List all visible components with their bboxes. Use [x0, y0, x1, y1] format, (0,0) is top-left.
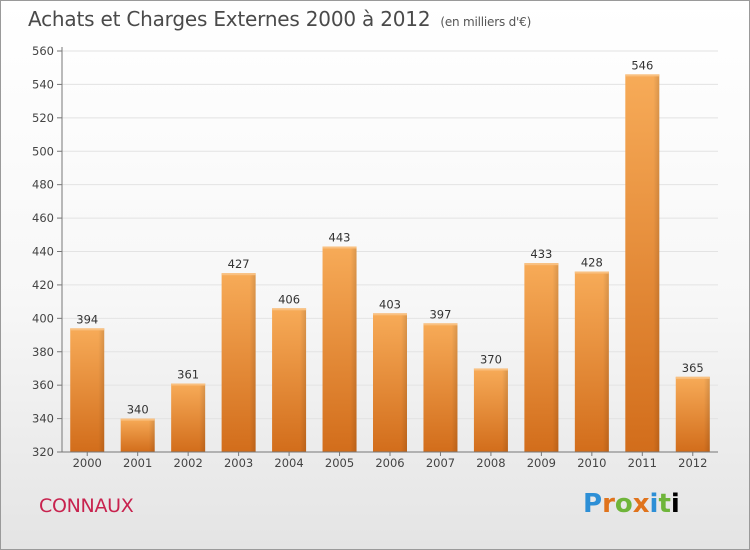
bar-value-label: 406	[278, 292, 300, 306]
y-tick-label: 520	[32, 111, 54, 125]
bar-shade	[653, 74, 660, 453]
chart-title: Achats et Charges Externes 2000 à 2012 (e…	[28, 7, 531, 31]
bar-2007	[423, 323, 458, 452]
bar-2011	[625, 74, 660, 453]
y-tick-label: 380	[32, 345, 54, 359]
bar-shade	[300, 308, 307, 452]
bar-top-highlight	[272, 308, 307, 311]
x-tick-label: 2011	[628, 456, 657, 470]
y-tick-label: 460	[32, 211, 54, 225]
bar-shade	[451, 323, 458, 452]
bar-2004	[272, 308, 307, 452]
bar-value-label: 546	[631, 58, 653, 72]
logo-letter: t	[658, 489, 671, 519]
x-tick-label: 2003	[224, 456, 253, 470]
y-tick-label: 500	[32, 144, 54, 158]
bar-value-label: 397	[429, 307, 451, 321]
y-tick-label: 340	[32, 412, 54, 426]
y-tick-label: 400	[32, 311, 54, 325]
bar-2009	[524, 263, 559, 452]
bar-shade	[350, 246, 357, 452]
x-tick-label: 2008	[476, 456, 505, 470]
x-tick-label: 2012	[678, 456, 707, 470]
bar-top-highlight	[473, 368, 508, 371]
bar-top-highlight	[373, 313, 407, 316]
bar-shade	[98, 328, 105, 452]
x-tick-label: 2000	[73, 456, 102, 470]
bar-2006	[373, 313, 407, 452]
bar-shade	[703, 376, 710, 452]
bar-value-label: 361	[177, 367, 199, 381]
logo-letter: i	[670, 489, 680, 519]
bar-top-highlight	[625, 74, 660, 77]
y-tick-label: 360	[32, 378, 54, 392]
x-tick-label: 2010	[577, 456, 606, 470]
y-tick-label: 440	[32, 245, 54, 259]
bar-top-highlight	[675, 376, 710, 379]
bar-top-highlight	[524, 263, 559, 266]
bar-shade	[249, 273, 256, 452]
y-tick-label: 420	[32, 278, 54, 292]
logo-letter: x	[632, 489, 650, 519]
x-tick-label: 2004	[274, 456, 303, 470]
bar-top-highlight	[70, 328, 105, 331]
bar-2010	[574, 271, 609, 452]
y-tick-label: 320	[32, 445, 54, 459]
bar-top-highlight	[171, 383, 206, 386]
y-tick-label: 480	[32, 178, 54, 192]
chart-title-text: Achats et Charges Externes 2000 à 2012	[28, 7, 431, 31]
bar-2002	[171, 383, 206, 452]
bar-2012	[675, 376, 710, 452]
x-tick-label: 2001	[123, 456, 152, 470]
chart-unit: (en milliers d'€)	[440, 15, 532, 29]
x-tick-label: 2007	[426, 456, 455, 470]
bar-top-highlight	[574, 271, 609, 274]
bar-value-label: 433	[530, 247, 552, 261]
y-tick-label: 540	[32, 77, 54, 91]
y-tick-label: 560	[32, 44, 54, 58]
bar-value-label: 394	[76, 312, 98, 326]
bar-shade	[199, 383, 206, 452]
x-tick-label: 2002	[174, 456, 203, 470]
x-tick-label: 2009	[527, 456, 556, 470]
bar-value-label: 443	[329, 230, 351, 244]
bar-top-highlight	[120, 418, 155, 421]
bar-2000	[70, 328, 105, 452]
bar-shade	[552, 263, 559, 452]
bar-value-label: 403	[379, 297, 401, 311]
bar-shade	[401, 313, 407, 452]
bar-value-label: 370	[480, 352, 502, 366]
proxiti-logo: Proxiti	[583, 489, 680, 519]
bar-value-label: 365	[682, 361, 704, 375]
commune-name: CONNAUX	[39, 495, 134, 517]
x-tick-label: 2005	[325, 456, 354, 470]
bar-shade	[501, 368, 508, 452]
x-tick-label: 2006	[375, 456, 404, 470]
bar-value-label: 428	[581, 256, 603, 270]
bar-value-label: 340	[127, 403, 149, 417]
logo-letter: r	[602, 489, 615, 519]
bar-top-highlight	[322, 246, 357, 249]
logo-letter: i	[649, 489, 659, 519]
logo-letter: o	[614, 489, 633, 519]
bar-2001	[120, 418, 155, 452]
bar-2008	[473, 368, 508, 452]
bar-shade	[148, 418, 155, 452]
bar-value-label: 427	[228, 257, 250, 271]
bar-shade	[602, 271, 609, 452]
bar-2003	[221, 273, 256, 452]
bar-top-highlight	[423, 323, 458, 326]
bar-top-highlight	[221, 273, 256, 276]
logo-letter: P	[583, 489, 603, 519]
bar-2005	[322, 246, 357, 452]
